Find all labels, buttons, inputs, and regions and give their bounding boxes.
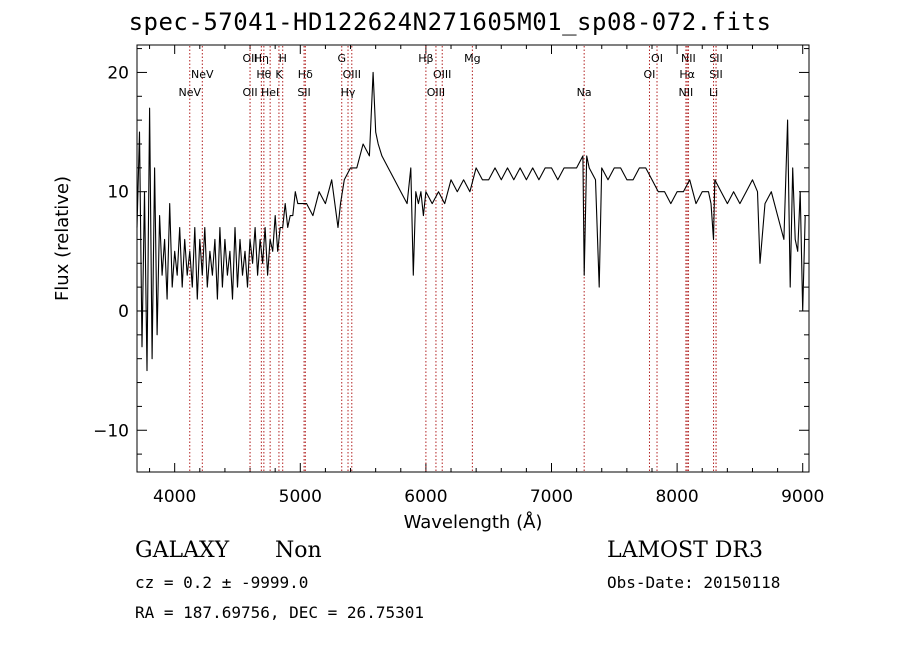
line-marker-label: OI [644,68,656,81]
line-marker-label: Li [709,86,718,99]
line-marker-label: Hβ [418,52,433,65]
line-marker-label: Hγ [341,86,356,99]
line-marker-label: SII [297,86,310,99]
spectrum-line [136,71,806,372]
y-axis-label: Flux (relative) [52,176,73,301]
line-marker-label: Hα [679,68,695,81]
line-marker-label: NII [681,52,696,65]
coordinates: RA = 187.69756, DEC = 26.75301 [135,603,424,622]
y-tick-label: 10 [107,183,129,203]
line-marker-label: NeV [178,86,201,99]
line-marker-label: OIII [343,68,361,81]
line-marker-label: OII [242,52,257,65]
y-tick-label: 0 [118,302,129,322]
y-tick-label: 20 [107,63,129,83]
line-marker-label: K [275,68,283,81]
line-marker-label: OIII [433,68,451,81]
x-tick-label: 9000 [781,487,824,507]
chart-title: spec-57041-HD122624N271605M01_sp08-072.f… [128,8,772,36]
line-marker-label: G [337,52,346,65]
line-marker-label: Hδ [298,68,313,81]
line-marker-label: NII [679,86,694,99]
line-marker-label: OIII [427,86,445,99]
x-tick-label: 5000 [279,487,322,507]
line-marker-label: Hθ [256,68,271,81]
line-marker-label: OII [242,86,257,99]
line-marker-label: OI [651,52,663,65]
line-marker-label: Na [577,86,592,99]
observation-date: Obs-Date: 20150118 [607,573,781,592]
survey-name: LAMOST DR3 [607,538,763,563]
x-axis-label: Wavelength (Å) [404,511,543,533]
line-marker-label: SII [709,68,722,81]
x-tick-label: 8000 [655,487,698,507]
object-class: GALAXY [135,538,230,563]
object-subclass: Non [275,538,322,563]
line-marker-label: SII [709,52,722,65]
x-tick-label: 6000 [404,487,447,507]
line-marker-label: HeI [261,86,279,99]
x-tick-label: 4000 [153,487,196,507]
line-marker-label: NeV [191,68,214,81]
y-tick-label: −10 [93,421,129,441]
x-tick-label: 7000 [530,487,573,507]
plot-frame [136,44,810,473]
line-marker-label: Mg [464,52,480,65]
line-marker-label: Hη [254,52,269,65]
line-marker-label: H [279,52,287,65]
redshift-cz: cz = 0.2 ± -9999.0 [135,573,309,592]
